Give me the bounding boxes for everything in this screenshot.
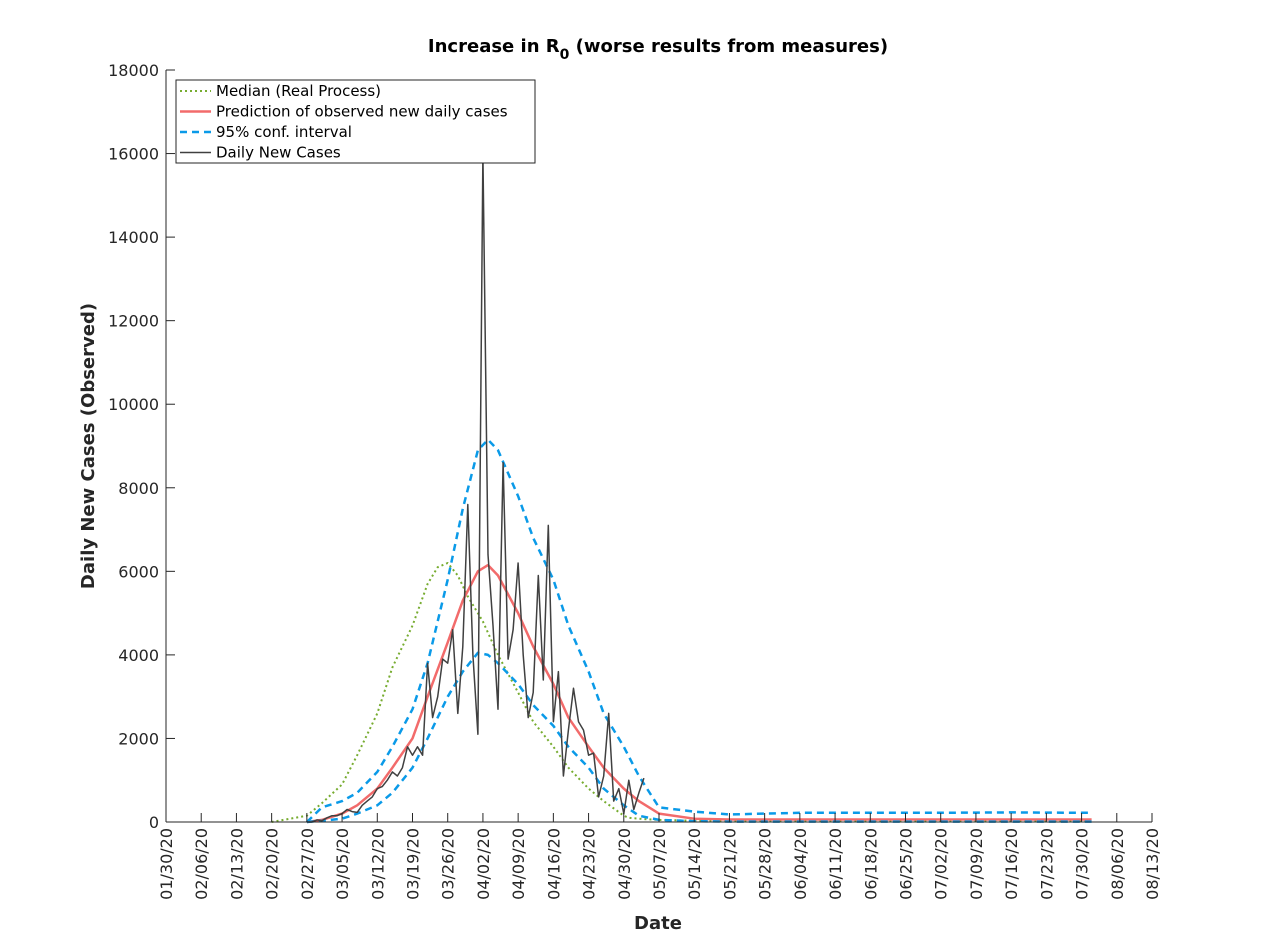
x-tick-label: 02/06/20 [192,828,211,900]
x-tick-label: 07/30/20 [1073,828,1092,900]
y-tick-label: 4000 [118,646,159,665]
x-tick-label: 02/27/20 [298,828,317,900]
x-tick-label: 08/13/20 [1143,828,1162,900]
y-tick-label: 12000 [108,312,159,331]
x-tick-label: 04/23/20 [580,828,599,900]
x-tick-label: 04/02/20 [474,828,493,900]
x-tick-label: 04/09/20 [509,828,528,900]
chart-title-suffix: (worse results from measures) [569,36,888,57]
x-tick-label: 06/11/20 [826,828,845,900]
x-tick-label: 03/26/20 [439,828,458,900]
legend: Median (Real Process) Prediction of obser… [175,79,536,164]
y-tick-label: 10000 [108,395,159,414]
x-tick-label: 03/05/20 [333,828,352,900]
plot-background [166,70,1152,822]
y-tick-label: 8000 [118,479,159,498]
y-tick-label: 2000 [118,729,159,748]
legend-entry-label: Daily New Cases [216,144,341,162]
y-tick-label: 14000 [108,228,159,247]
plot-area [166,70,1152,822]
legend-entry-label: 95% conf. interval [216,123,352,141]
y-tick-label: 0 [149,813,159,832]
legend-box [175,79,536,164]
x-axis-title: Date [634,913,682,934]
x-tick-label: 05/14/20 [685,828,704,900]
x-tick-label: 07/23/20 [1037,828,1056,900]
x-tick-label: 06/25/20 [897,828,916,900]
x-tick-label: 02/13/20 [227,828,246,900]
y-tick-label: 16000 [108,145,159,164]
x-tick-label: 06/04/20 [791,828,810,900]
x-tick-label: 03/12/20 [368,828,387,900]
chart-title: Increase in R0 (worse results from measu… [428,36,888,63]
x-tick-label: 04/16/20 [544,828,563,900]
series-line-2 [306,438,1092,823]
x-tick-label: 07/02/20 [932,828,951,900]
x-tick-label: 02/20/20 [263,828,282,900]
legend-entry-label: Prediction of observed new daily cases [216,103,508,121]
x-tick-label: 07/16/20 [1002,828,1021,900]
y-axis-title: Daily New Cases (Observed) [78,303,99,589]
x-tick-label: 04/30/20 [615,828,634,900]
x-tick-label: 07/09/20 [967,828,986,900]
y-tick-label: 18000 [108,61,159,80]
legend-entry-label: Median (Real Process) [216,82,381,100]
x-tick-label: 01/30/20 [157,828,176,900]
series-line-4 [306,152,645,823]
y-tick-label: 6000 [118,562,159,581]
axes-layer: 0 2000 4000 6000 8000 10000 12000 14000 16000 180… [108,61,1162,900]
x-tick-label: 08/06/20 [1108,828,1127,900]
x-tick-label: 05/21/20 [720,828,739,900]
x-tick-label: 06/18/20 [861,828,880,900]
x-tick-label: 05/28/20 [756,828,775,900]
chart-title-subscript: 0 [560,47,570,63]
x-tick-label: 05/07/20 [650,828,669,900]
x-tick-label: 03/19/20 [404,828,423,900]
